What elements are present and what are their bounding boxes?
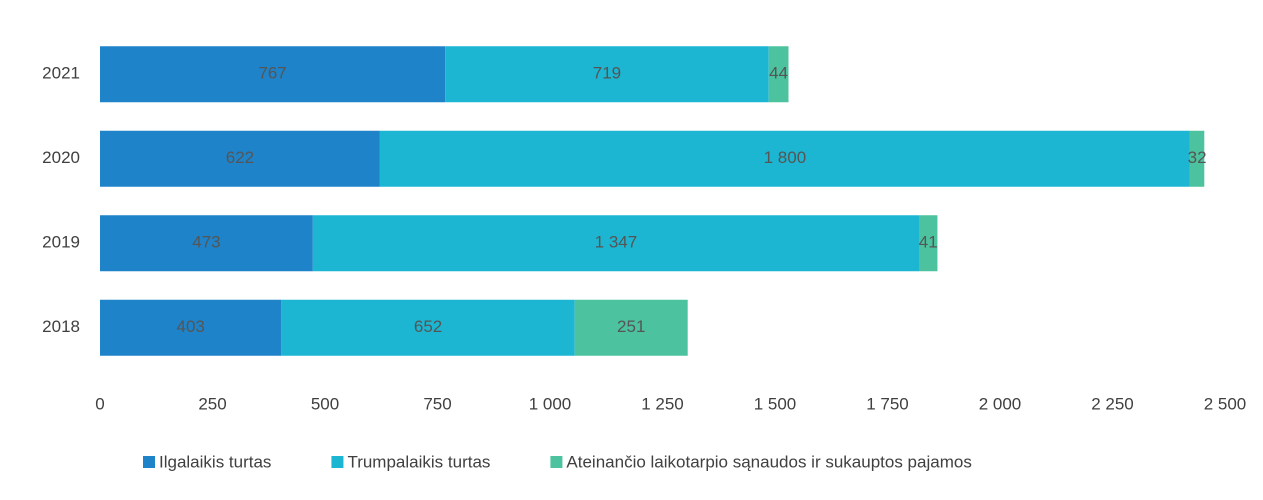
- x-tick-label: 1 500: [754, 394, 797, 413]
- data-label: 622: [226, 148, 254, 167]
- bar-segment: [281, 299, 575, 356]
- bar-segment: [100, 215, 313, 272]
- data-label: 767: [258, 64, 286, 83]
- x-tick-label: 0: [95, 394, 104, 413]
- data-label: 1 800: [764, 148, 807, 167]
- y-tick-label: 2018: [42, 317, 80, 336]
- x-tick-label: 250: [198, 394, 226, 413]
- legend-label: Ateinančio laikotarpio sąnaudos ir sukau…: [566, 452, 971, 471]
- data-label: 32: [1188, 148, 1207, 167]
- data-label: 41: [919, 233, 938, 252]
- y-tick-label: 2021: [42, 64, 80, 83]
- x-tick-label: 500: [311, 394, 339, 413]
- data-label: 1 347: [595, 233, 638, 252]
- y-tick-label: 2019: [42, 233, 80, 252]
- bar-segment: [100, 46, 446, 103]
- legend-label: Ilgalaikis turtas: [159, 452, 271, 471]
- legend-swatch: [550, 456, 563, 468]
- x-tick-label: 750: [423, 394, 451, 413]
- bar-segment: [574, 299, 688, 356]
- data-label: 403: [176, 317, 204, 336]
- data-label: 719: [593, 64, 621, 83]
- x-tick-label: 1 750: [866, 394, 909, 413]
- bar-segment: [100, 130, 380, 187]
- bar-segment: [379, 130, 1190, 187]
- x-tick-label: 1 000: [529, 394, 572, 413]
- x-tick-label: 1 250: [641, 394, 684, 413]
- legend-swatch: [143, 456, 155, 468]
- bar-segment: [100, 299, 282, 356]
- bar-segment: [312, 215, 920, 272]
- y-tick-label: 2020: [42, 148, 80, 167]
- data-label: 251: [617, 317, 645, 336]
- legend-swatch: [331, 456, 344, 468]
- data-label: 473: [192, 233, 220, 252]
- legend-label: Trumpalaikis turtas: [347, 452, 490, 471]
- x-tick-label: 2 250: [1091, 394, 1134, 413]
- data-label: 652: [414, 317, 442, 336]
- bar-segment: [1189, 130, 1205, 187]
- bar-segment: [768, 46, 789, 103]
- data-label: 44: [769, 64, 788, 83]
- x-tick-label: 2 000: [979, 394, 1022, 413]
- x-tick-label: 2 500: [1204, 394, 1247, 413]
- bar-segment: [919, 215, 938, 272]
- bar-segment: [445, 46, 769, 103]
